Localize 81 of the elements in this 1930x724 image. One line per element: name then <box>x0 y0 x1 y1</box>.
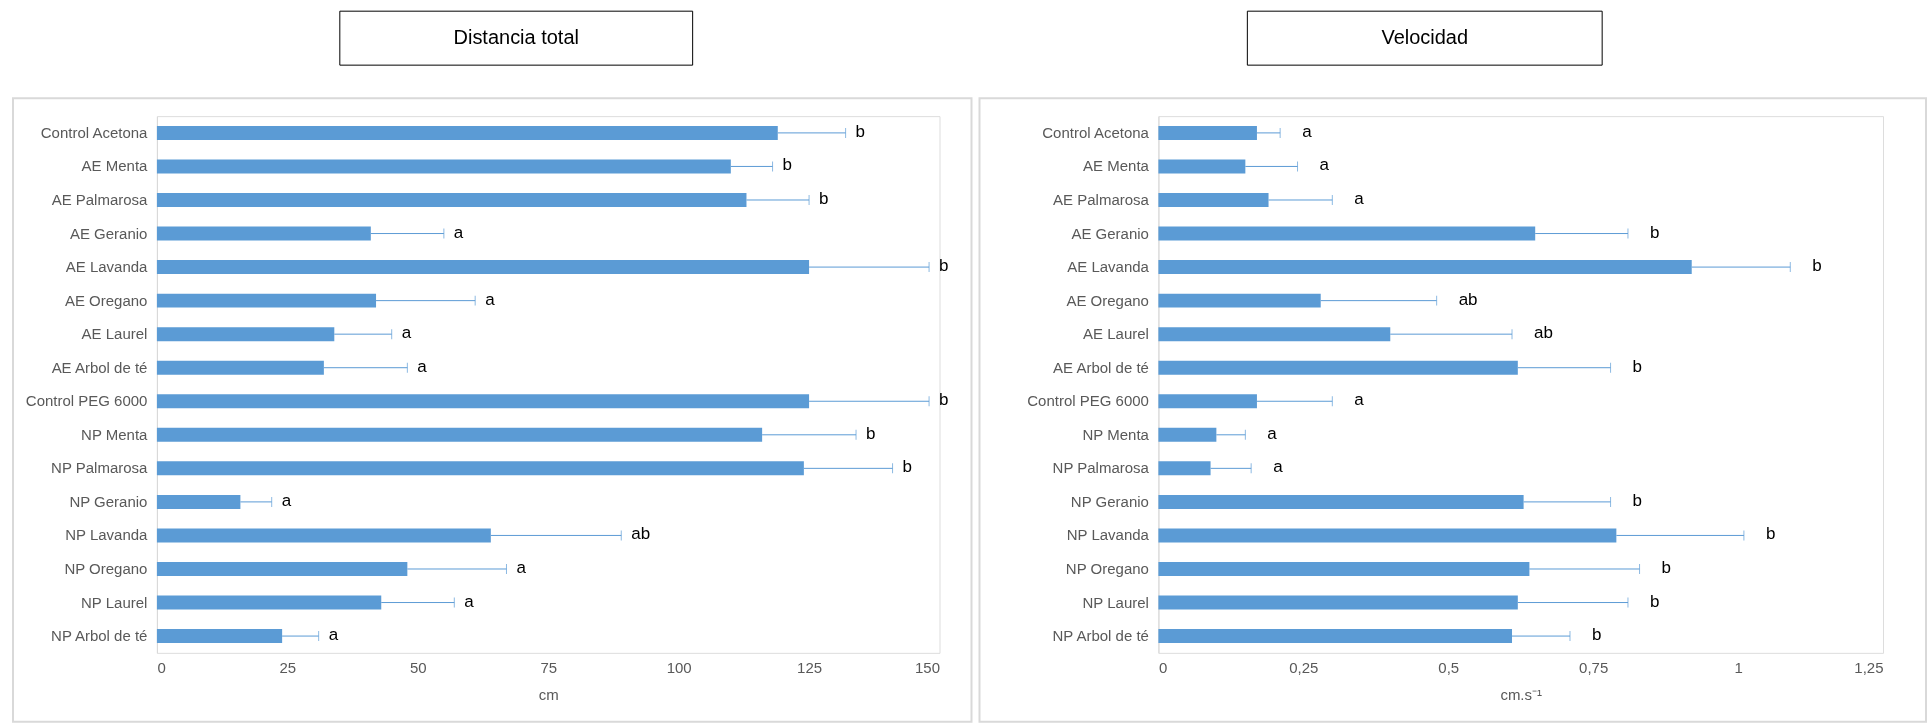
y-tick-label: NP Lavanda <box>1066 526 1150 544</box>
annotation: b <box>1661 557 1671 577</box>
y-tick-label: NP Menta <box>81 425 149 443</box>
annotation: b <box>819 188 829 208</box>
y-tick-label: NP Oregano <box>64 559 148 577</box>
annotation: a <box>464 591 475 611</box>
x-tick-label: 0,75 <box>1579 659 1609 677</box>
annotation: b <box>1649 222 1660 242</box>
y-tick-label: NP Menta <box>1082 425 1150 443</box>
y-tick-label: AE Laurel <box>1083 325 1149 343</box>
y-tick-label: AE Palmarosa <box>51 190 149 208</box>
y-tick-label: Control PEG 6000 <box>25 392 148 410</box>
annotation: ab <box>1534 323 1553 343</box>
y-tick-label: Control Acetona <box>1042 123 1150 141</box>
annotation: a <box>485 289 496 309</box>
annotation: a <box>1267 423 1278 443</box>
annotation: a <box>1354 390 1365 410</box>
x-tick-label: 75 <box>540 659 558 677</box>
chart-title: Distancia total <box>453 26 579 49</box>
y-tick-label: NP Laurel <box>81 593 148 611</box>
chart-title: Velocidad <box>1381 26 1469 49</box>
annotation: ab <box>1458 289 1478 309</box>
annotation: b <box>855 121 866 141</box>
y-tick-label: NP Laurel <box>1082 593 1149 611</box>
y-tick-label: NP Palmarosa <box>51 459 149 477</box>
y-tick-label: AE Lavanda <box>65 258 149 276</box>
y-tick-label: NP Lavanda <box>65 526 149 544</box>
y-tick-label: AE Oregano <box>1066 291 1149 309</box>
y-tick-label: AE Laurel <box>81 325 148 343</box>
y-tick-label: NP Arbol de té <box>51 627 148 645</box>
annotation: b <box>939 390 949 410</box>
x-tick-label: 50 <box>409 659 427 677</box>
annotation: b <box>939 256 949 276</box>
y-tick-label: NP Palmarosa <box>1052 459 1150 477</box>
x-axis-title: cm.s⁻¹ <box>1500 686 1543 704</box>
annotation: a <box>281 490 292 510</box>
x-tick-label: 0 <box>157 659 166 677</box>
x-tick-label: 0,25 <box>1289 659 1319 677</box>
annotation: b <box>866 423 876 443</box>
y-tick-label: AE Arbol de té <box>1053 358 1149 376</box>
annotation: a <box>328 625 339 645</box>
y-tick-label: AE Palmarosa <box>1053 190 1150 208</box>
y-tick-label: NP Arbol de té <box>1052 627 1149 645</box>
x-tick-label: 1,25 <box>1854 659 1884 677</box>
y-tick-label: AE Menta <box>81 157 149 175</box>
annotation: a <box>1354 188 1365 208</box>
y-tick-label: AE Geranio <box>69 224 148 242</box>
y-tick-label: Control Acetona <box>40 123 149 141</box>
annotation: ab <box>631 524 651 544</box>
y-tick-label: AE Menta <box>1083 157 1150 175</box>
annotation: a <box>453 222 464 242</box>
annotation: b <box>1765 524 1776 544</box>
x-tick-label: 0,5 <box>1438 659 1460 677</box>
annotation: a <box>1319 155 1330 175</box>
x-tick-label: 100 <box>666 659 692 677</box>
annotation: b <box>1591 625 1602 645</box>
annotation: b <box>1632 490 1643 510</box>
annotation: a <box>401 323 412 343</box>
y-tick-label: NP Oregano <box>1065 559 1149 577</box>
x-tick-label: 0 <box>1158 659 1168 677</box>
y-tick-label: AE Geranio <box>1071 224 1149 242</box>
annotation: b <box>1812 256 1822 276</box>
y-tick-label: NP Geranio <box>69 492 148 510</box>
annotation: b <box>1649 591 1660 611</box>
annotation: a <box>1302 121 1313 141</box>
y-tick-label: Control PEG 6000 <box>1027 392 1149 410</box>
x-tick-label: 1 <box>1734 659 1743 677</box>
annotation: b <box>782 155 793 175</box>
x-tick-label: 150 <box>915 659 941 677</box>
annotation: a <box>516 557 527 577</box>
y-tick-label: AE Oregano <box>64 291 148 309</box>
annotation: a <box>1273 457 1284 477</box>
annotation: b <box>902 457 913 477</box>
x-axis-title: cm <box>538 686 559 704</box>
x-tick-label: 25 <box>279 659 297 677</box>
y-tick-label: AE Arbol de té <box>51 358 148 376</box>
y-tick-label: NP Geranio <box>1070 492 1149 510</box>
x-tick-label: 125 <box>797 659 823 677</box>
annotation: b <box>1632 356 1643 376</box>
annotation: a <box>417 356 428 376</box>
y-tick-label: AE Lavanda <box>1067 258 1150 276</box>
